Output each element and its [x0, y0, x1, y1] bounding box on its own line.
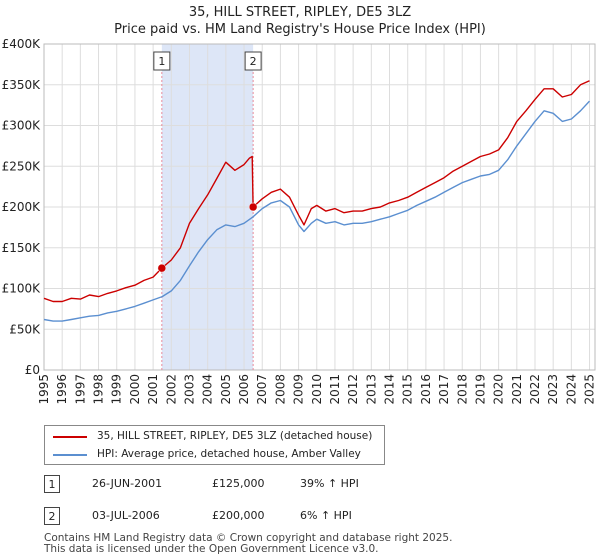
legend-label-hpi: HPI: Average price, detached house, Ambe…	[97, 448, 361, 460]
x-tick-label: 2017	[437, 374, 451, 405]
x-tick-label: 2022	[528, 374, 542, 405]
x-tick-label: 2024	[564, 374, 578, 405]
x-tick-label: 2025	[583, 374, 597, 405]
x-tick-label: 2015	[401, 374, 415, 405]
hpi-line	[43, 100, 591, 322]
legend-swatch-hpi	[53, 454, 87, 456]
x-tick-label: 2023	[546, 374, 560, 405]
x-tick-label: 2019	[473, 374, 487, 405]
x-tick-label: 2013	[364, 374, 378, 405]
x-tick-label: 2012	[346, 374, 360, 405]
x-tick-label: 2018	[455, 374, 469, 405]
property-price-line	[43, 80, 590, 303]
sale-number-badge: 2	[44, 507, 60, 525]
sale-number-badge: 1	[44, 475, 60, 493]
price-chart: £0 £50K £100K £150K £200K £250K £300K £350K £400…	[2, 37, 597, 405]
y-tick-label: £0	[25, 363, 40, 377]
footer-licence: This data is licensed under the Open Gov…	[44, 543, 379, 555]
x-tick-label: 2008	[273, 374, 287, 405]
chart-title: 35, HILL STREET, RIPLEY, DE5 3LZ	[188, 5, 412, 20]
legend-label-property: 35, HILL STREET, RIPLEY, DE5 3LZ (detach…	[97, 430, 373, 442]
y-tick-label: £150K	[2, 241, 42, 255]
y-tick-label: £400K	[2, 37, 42, 51]
x-tick-label: 2016	[419, 374, 433, 405]
chart-subtitle: Price paid vs. HM Land Registry's House …	[114, 22, 486, 37]
sale-point	[157, 263, 167, 273]
x-tick-label: 2020	[492, 374, 506, 405]
y-tick-label: £350K	[2, 78, 42, 92]
x-tick-label: 2003	[182, 374, 196, 405]
sale-price: £200,000	[212, 509, 265, 522]
x-tick-label: 2001	[146, 374, 160, 405]
x-tick-label: 1999	[110, 374, 124, 405]
plot-frame	[43, 43, 596, 371]
legend-swatch-property	[53, 436, 87, 438]
sale-marker-box	[244, 51, 262, 71]
x-tick-label: 1998	[92, 374, 106, 405]
sale-point	[248, 202, 258, 212]
footer-copyright: Contains HM Land Registry data © Crown c…	[44, 532, 453, 544]
x-tick-label: 2004	[201, 374, 215, 405]
x-tick-label: 1996	[55, 374, 69, 405]
y-tick-label: £250K	[2, 159, 42, 173]
sale-marker-label: 2	[250, 55, 257, 68]
y-tick-label: £200K	[2, 200, 42, 214]
y-tick-label: £100K	[2, 282, 42, 296]
sale-hpi-change: 6% ↑ HPI	[300, 509, 352, 522]
y-tick-label: £50K	[9, 322, 41, 336]
x-tick-label: 2021	[510, 374, 524, 405]
sale-marker-label: 1	[158, 55, 165, 68]
x-tick-label: 2010	[310, 374, 324, 405]
sale-marker-box	[153, 51, 171, 71]
x-tick-label: 2005	[219, 374, 233, 405]
x-tick-label: 2011	[328, 374, 342, 405]
x-tick-label: 2007	[255, 374, 269, 405]
x-tick-label: 2000	[128, 374, 142, 405]
x-tick-label: 2002	[164, 374, 178, 405]
x-tick-label: 2009	[292, 374, 306, 405]
sale-date: 26-JUN-2001	[92, 477, 163, 490]
sale-price: £125,000	[212, 477, 265, 490]
sale-date: 03-JUL-2006	[92, 509, 160, 522]
x-tick-label: 1995	[37, 374, 51, 405]
y-tick-label: £300K	[2, 119, 42, 133]
legend: 35, HILL STREET, RIPLEY, DE5 3LZ (detach…	[44, 425, 385, 465]
x-tick-label: 1997	[73, 374, 87, 405]
sale-hpi-change: 39% ↑ HPI	[300, 477, 359, 490]
x-tick-label: 2006	[237, 374, 251, 405]
x-tick-label: 2014	[383, 374, 397, 405]
